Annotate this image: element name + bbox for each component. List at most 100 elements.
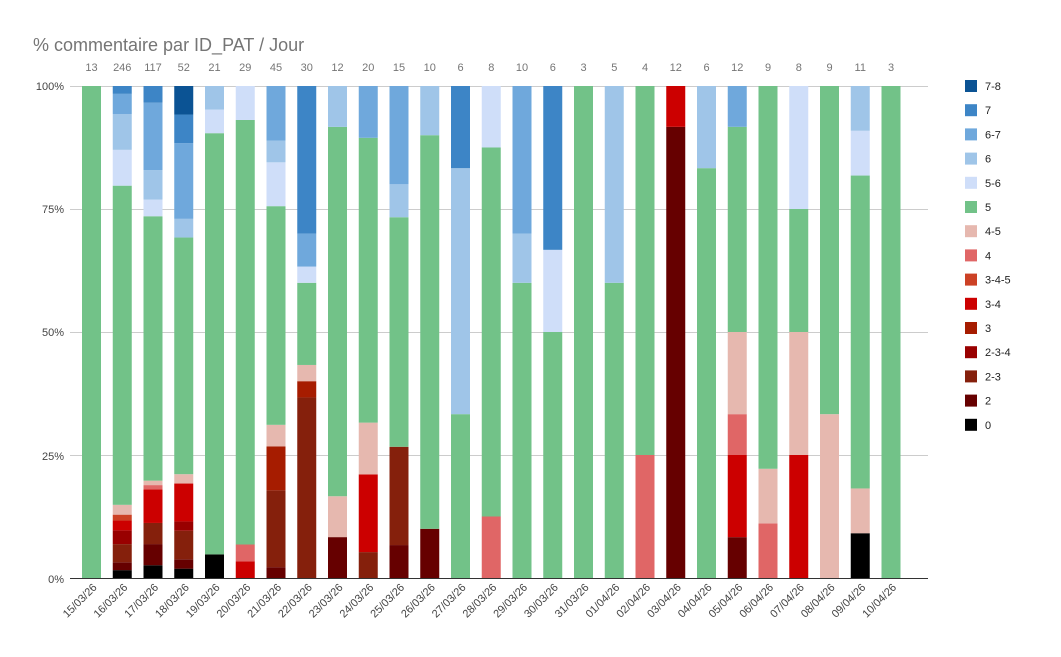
bar-18-03-26-series-2-3 bbox=[174, 530, 194, 560]
bar-16-03-26-series-2 bbox=[112, 562, 132, 571]
bar-16-03-26-series-5 bbox=[112, 185, 132, 505]
bar-18-03-26-series-5 bbox=[174, 237, 194, 475]
bar-16-03-26-series-6 bbox=[112, 113, 132, 150]
legend-label-0: 0 bbox=[985, 420, 991, 432]
bar-17-03-26-series-2-3 bbox=[143, 522, 163, 545]
legend-label-2-3-4: 2-3-4 bbox=[985, 347, 1011, 359]
total-label-06-04-26: 9 bbox=[765, 62, 771, 74]
bar-23-03-26-series-6 bbox=[328, 86, 347, 127]
bar-25-03-26-series-2 bbox=[389, 545, 409, 578]
bar-04-04-26-series-6 bbox=[697, 86, 716, 169]
total-label-17-03-26: 117 bbox=[144, 62, 162, 74]
total-label-02-04-26: 4 bbox=[642, 62, 648, 74]
bar-15-03-26-series-5 bbox=[82, 86, 101, 578]
bar-23-03-26-series-4-5 bbox=[328, 496, 347, 538]
bar-21-03-26-series-4-5 bbox=[266, 424, 286, 447]
legend-label-3-4: 3-4 bbox=[985, 299, 1001, 311]
total-label-26-03-26: 10 bbox=[424, 62, 436, 74]
legend-swatch-0 bbox=[965, 418, 977, 431]
legend-swatch-2 bbox=[965, 394, 977, 407]
bar-22-03-26-series-3 bbox=[297, 381, 317, 398]
bar-23-03-26-series-2 bbox=[328, 537, 347, 578]
bar-18-03-26-series-6 bbox=[174, 218, 194, 238]
bar-20-03-26-series-4 bbox=[235, 544, 255, 562]
y-tick-100: 100% bbox=[36, 81, 64, 93]
bar-04-04-26-series-5 bbox=[697, 168, 716, 578]
legend-swatch-7-8 bbox=[965, 80, 977, 92]
bar-18-03-26-series-0 bbox=[174, 568, 194, 578]
bar-22-03-26-series-5-6 bbox=[297, 266, 317, 283]
x-tick-10-04-26: 10/04/26 bbox=[860, 582, 899, 621]
bar-08-04-26-series-4-5 bbox=[820, 414, 839, 578]
legend-swatch-2-3-4 bbox=[965, 346, 977, 359]
bar-24-03-26-series-4-5 bbox=[358, 422, 378, 475]
bar-29-03-26-series-6 bbox=[512, 233, 532, 283]
bar-16-03-26-series-2-3 bbox=[112, 544, 132, 563]
legend-label-7: 7 bbox=[985, 105, 991, 117]
legend-swatch-7 bbox=[965, 104, 977, 117]
bar-17-03-26-series-4 bbox=[143, 485, 163, 490]
bar-20-03-26-series-3-4 bbox=[235, 561, 255, 578]
bar-28-03-26-series-5 bbox=[481, 147, 501, 517]
bar-23-03-26-series-5 bbox=[328, 126, 347, 497]
bar-24-03-26-series-3-4 bbox=[358, 474, 378, 553]
y-axis-labels: 0% 25% 50% 75% 100% bbox=[36, 81, 64, 586]
total-label-20-03-26: 29 bbox=[239, 62, 251, 74]
bar-22-03-26-series-5 bbox=[297, 282, 317, 365]
bar-31-03-26-series-5 bbox=[574, 86, 593, 578]
bar-26-03-26-series-2 bbox=[420, 528, 440, 578]
bar-17-03-26-series-6-7 bbox=[143, 102, 163, 171]
legend-label-3: 3 bbox=[985, 323, 991, 335]
bar-29-03-26-series-6-7 bbox=[512, 86, 532, 234]
bar-16-03-26-series-7 bbox=[112, 86, 132, 94]
bar-05-04-26-series-6-7 bbox=[727, 86, 747, 127]
bar-25-03-26-series-5 bbox=[389, 217, 409, 447]
bar-21-03-26-series-5-6 bbox=[266, 162, 286, 207]
legend-label-5: 5 bbox=[985, 202, 991, 214]
legend-label-5-6: 5-6 bbox=[985, 178, 1001, 190]
legend-swatch-3-4-5 bbox=[965, 273, 977, 286]
bar-05-04-26-series-4-5 bbox=[727, 332, 747, 415]
bar-30-03-26-series-5 bbox=[543, 332, 563, 578]
bar-21-03-26-series-2 bbox=[266, 567, 286, 578]
bar-07-04-26-series-5-6 bbox=[789, 86, 809, 209]
bar-16-03-26-series-3-4-5 bbox=[112, 514, 132, 521]
legend-swatch-4 bbox=[965, 249, 977, 262]
bar-17-03-26-series-2 bbox=[143, 544, 163, 566]
total-label-22-03-26: 30 bbox=[301, 62, 313, 74]
total-label-16-03-26: 246 bbox=[113, 62, 131, 74]
bar-01-04-26-series-5 bbox=[604, 282, 624, 578]
bar-18-03-26-series-4-5 bbox=[174, 474, 194, 484]
legend-swatch-5-6 bbox=[965, 176, 977, 189]
total-label-25-03-26: 15 bbox=[393, 62, 405, 74]
bar-27-03-26-series-7 bbox=[451, 86, 470, 169]
bar-30-03-26-series-7 bbox=[543, 86, 563, 250]
bar-26-03-26-series-5 bbox=[420, 135, 440, 529]
bar-17-03-26-series-7 bbox=[143, 86, 163, 103]
bar-25-03-26-series-2-3 bbox=[389, 446, 409, 546]
legend-label-3-4-5: 3-4-5 bbox=[985, 275, 1011, 287]
bar-25-03-26-series-6-7 bbox=[389, 86, 409, 185]
bar-17-03-26-series-4-5 bbox=[143, 480, 163, 486]
bar-16-03-26-series-5-6 bbox=[112, 149, 132, 186]
bar-09-04-26-series-5 bbox=[850, 175, 870, 489]
bar-09-04-26-series-0 bbox=[850, 533, 870, 578]
bar-16-03-26-series-6-7 bbox=[112, 93, 132, 114]
bar-09-04-26-series-6 bbox=[850, 86, 870, 131]
bar-26-03-26-series-6 bbox=[420, 86, 440, 136]
bar-16-03-26-series-4-5 bbox=[112, 504, 132, 515]
bar-03-04-26-series-2 bbox=[666, 126, 686, 578]
legend-label-7-8: 7-8 bbox=[985, 81, 1001, 93]
total-label-09-04-26: 11 bbox=[855, 62, 866, 74]
legend-swatch-3-4 bbox=[965, 297, 977, 310]
bar-18-03-26-series-2 bbox=[174, 559, 194, 569]
total-label-21-03-26: 45 bbox=[270, 62, 282, 74]
bar-22-03-26-series-6-7 bbox=[297, 233, 317, 267]
total-label-19-03-26: 21 bbox=[208, 62, 220, 74]
bar-24-03-26-series-2-3 bbox=[358, 552, 378, 578]
bar-16-03-26-series-0 bbox=[112, 570, 132, 578]
total-label-05-04-26: 12 bbox=[731, 62, 743, 74]
total-label-18-03-26: 52 bbox=[178, 62, 190, 74]
bar-05-04-26-series-2 bbox=[727, 537, 747, 578]
bar-07-04-26-series-3-4 bbox=[789, 455, 809, 578]
